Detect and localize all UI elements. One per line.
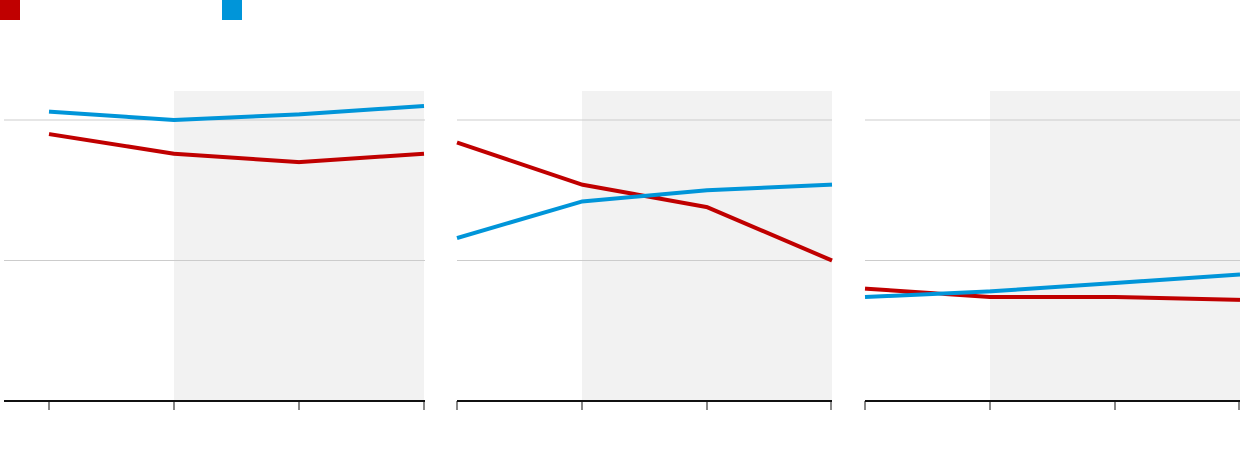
legend-swatch-blue xyxy=(222,0,242,20)
shaded-region xyxy=(582,91,832,401)
series-line-red xyxy=(48,132,425,165)
legend-swatch-red xyxy=(0,0,20,20)
series-line-blue xyxy=(456,182,833,240)
series-line-blue xyxy=(48,103,425,122)
chart-panel-1 xyxy=(4,91,425,410)
series-line-blue xyxy=(864,272,1240,300)
shaded-region xyxy=(990,91,1240,401)
chart-panel-2 xyxy=(456,91,833,410)
shaded-region xyxy=(174,91,424,401)
chart-panel-3 xyxy=(864,91,1240,410)
